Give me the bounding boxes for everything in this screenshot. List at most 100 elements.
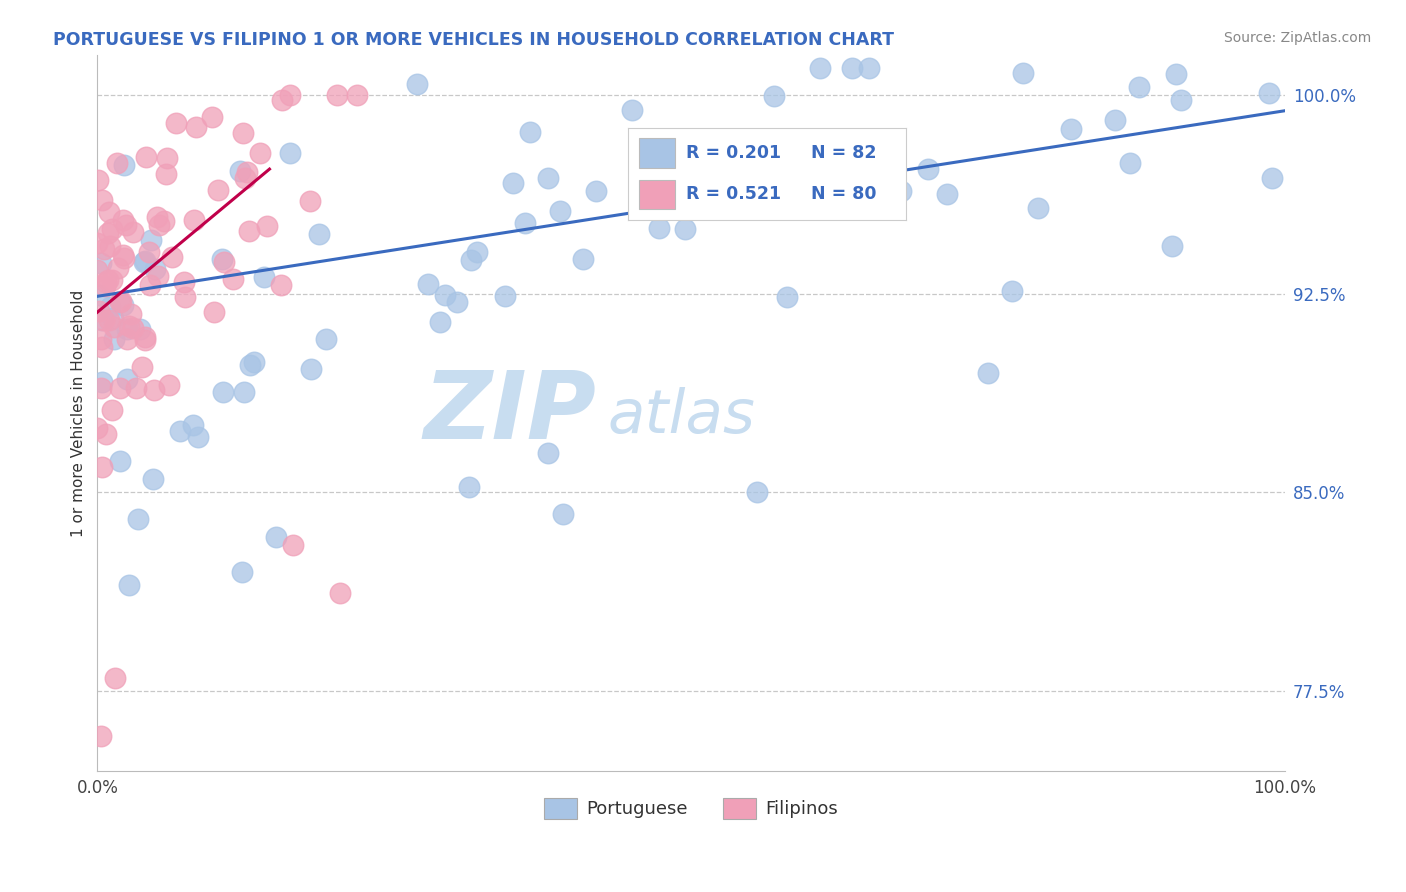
Point	[103, 332, 125, 346]
Point	[138, 244, 160, 259]
Point	[111, 212, 134, 227]
Point	[235, 165, 257, 179]
Point	[90, 313, 112, 327]
Point	[115, 332, 138, 346]
Point	[115, 372, 138, 386]
Point	[124, 381, 146, 395]
Point	[112, 248, 135, 262]
Point	[433, 288, 456, 302]
Point	[329, 586, 352, 600]
Point	[346, 87, 368, 102]
Point	[90, 375, 112, 389]
Point	[90, 340, 112, 354]
Point	[502, 176, 524, 190]
Point	[90, 381, 112, 395]
Point	[93, 313, 115, 327]
Point	[104, 671, 127, 685]
Point	[90, 193, 112, 207]
Point	[165, 116, 187, 130]
Point	[157, 377, 180, 392]
Point	[183, 212, 205, 227]
Point	[298, 194, 321, 208]
Point	[169, 424, 191, 438]
Point	[1261, 171, 1284, 186]
Point	[744, 202, 766, 216]
Point	[416, 277, 439, 291]
Point	[1257, 87, 1279, 101]
Point	[93, 278, 115, 293]
Point	[132, 255, 155, 269]
FancyBboxPatch shape	[640, 138, 675, 168]
Point	[621, 103, 644, 118]
Point	[1001, 285, 1024, 299]
Point	[238, 224, 260, 238]
Point	[131, 360, 153, 375]
Point	[1128, 79, 1150, 94]
Point	[572, 252, 595, 267]
Point	[98, 300, 121, 314]
Point	[96, 426, 118, 441]
Point	[745, 485, 768, 500]
Point	[211, 252, 233, 266]
Point	[87, 173, 110, 187]
Text: atlas: atlas	[607, 387, 755, 446]
Point	[1028, 201, 1050, 215]
Point	[858, 62, 880, 76]
Point	[201, 110, 224, 124]
Point	[243, 355, 266, 369]
Text: R = 0.201: R = 0.201	[686, 144, 782, 161]
Text: N = 82: N = 82	[811, 144, 877, 161]
Point	[142, 384, 165, 398]
Point	[1160, 239, 1182, 253]
Point	[458, 480, 481, 494]
Point	[100, 222, 122, 236]
Point	[1012, 66, 1035, 80]
Legend: Portuguese, Filipinos: Portuguese, Filipinos	[537, 791, 845, 826]
Point	[315, 332, 337, 346]
Point	[270, 94, 292, 108]
Point	[231, 565, 253, 579]
Point	[207, 183, 229, 197]
Point	[187, 430, 209, 444]
Point	[299, 362, 322, 376]
Point	[1104, 112, 1126, 127]
Point	[98, 239, 121, 253]
Point	[127, 512, 149, 526]
Point	[107, 260, 129, 275]
Point	[212, 384, 235, 399]
Point	[122, 321, 145, 335]
Point	[181, 418, 204, 433]
Point	[264, 531, 287, 545]
Point	[86, 421, 108, 435]
Point	[776, 290, 799, 304]
Point	[93, 242, 115, 256]
Point	[308, 227, 330, 241]
Point	[460, 252, 482, 267]
FancyBboxPatch shape	[640, 179, 675, 210]
Point	[936, 187, 959, 202]
Point	[155, 167, 177, 181]
Point	[550, 203, 572, 218]
Point	[162, 250, 184, 264]
Point	[142, 472, 165, 486]
Text: R = 0.521: R = 0.521	[686, 186, 782, 203]
Point	[1119, 156, 1142, 170]
Point	[429, 315, 451, 329]
Text: PORTUGUESE VS FILIPINO 1 OR MORE VEHICLES IN HOUSEHOLD CORRELATION CHART: PORTUGUESE VS FILIPINO 1 OR MORE VEHICLE…	[53, 31, 894, 49]
Point	[326, 87, 349, 102]
Text: Source: ZipAtlas.com: Source: ZipAtlas.com	[1223, 31, 1371, 45]
Point	[103, 311, 125, 326]
Point	[86, 236, 108, 251]
Point	[977, 366, 1000, 380]
Point	[108, 294, 131, 309]
Point	[763, 89, 786, 103]
Point	[890, 184, 912, 198]
Y-axis label: 1 or more Vehicles in Household: 1 or more Vehicles in Household	[72, 289, 86, 537]
Point	[1060, 122, 1083, 136]
Point	[173, 290, 195, 304]
Point	[112, 158, 135, 172]
Point	[114, 219, 136, 233]
Point	[115, 322, 138, 336]
Point	[112, 298, 135, 312]
Text: N = 80: N = 80	[811, 186, 877, 203]
